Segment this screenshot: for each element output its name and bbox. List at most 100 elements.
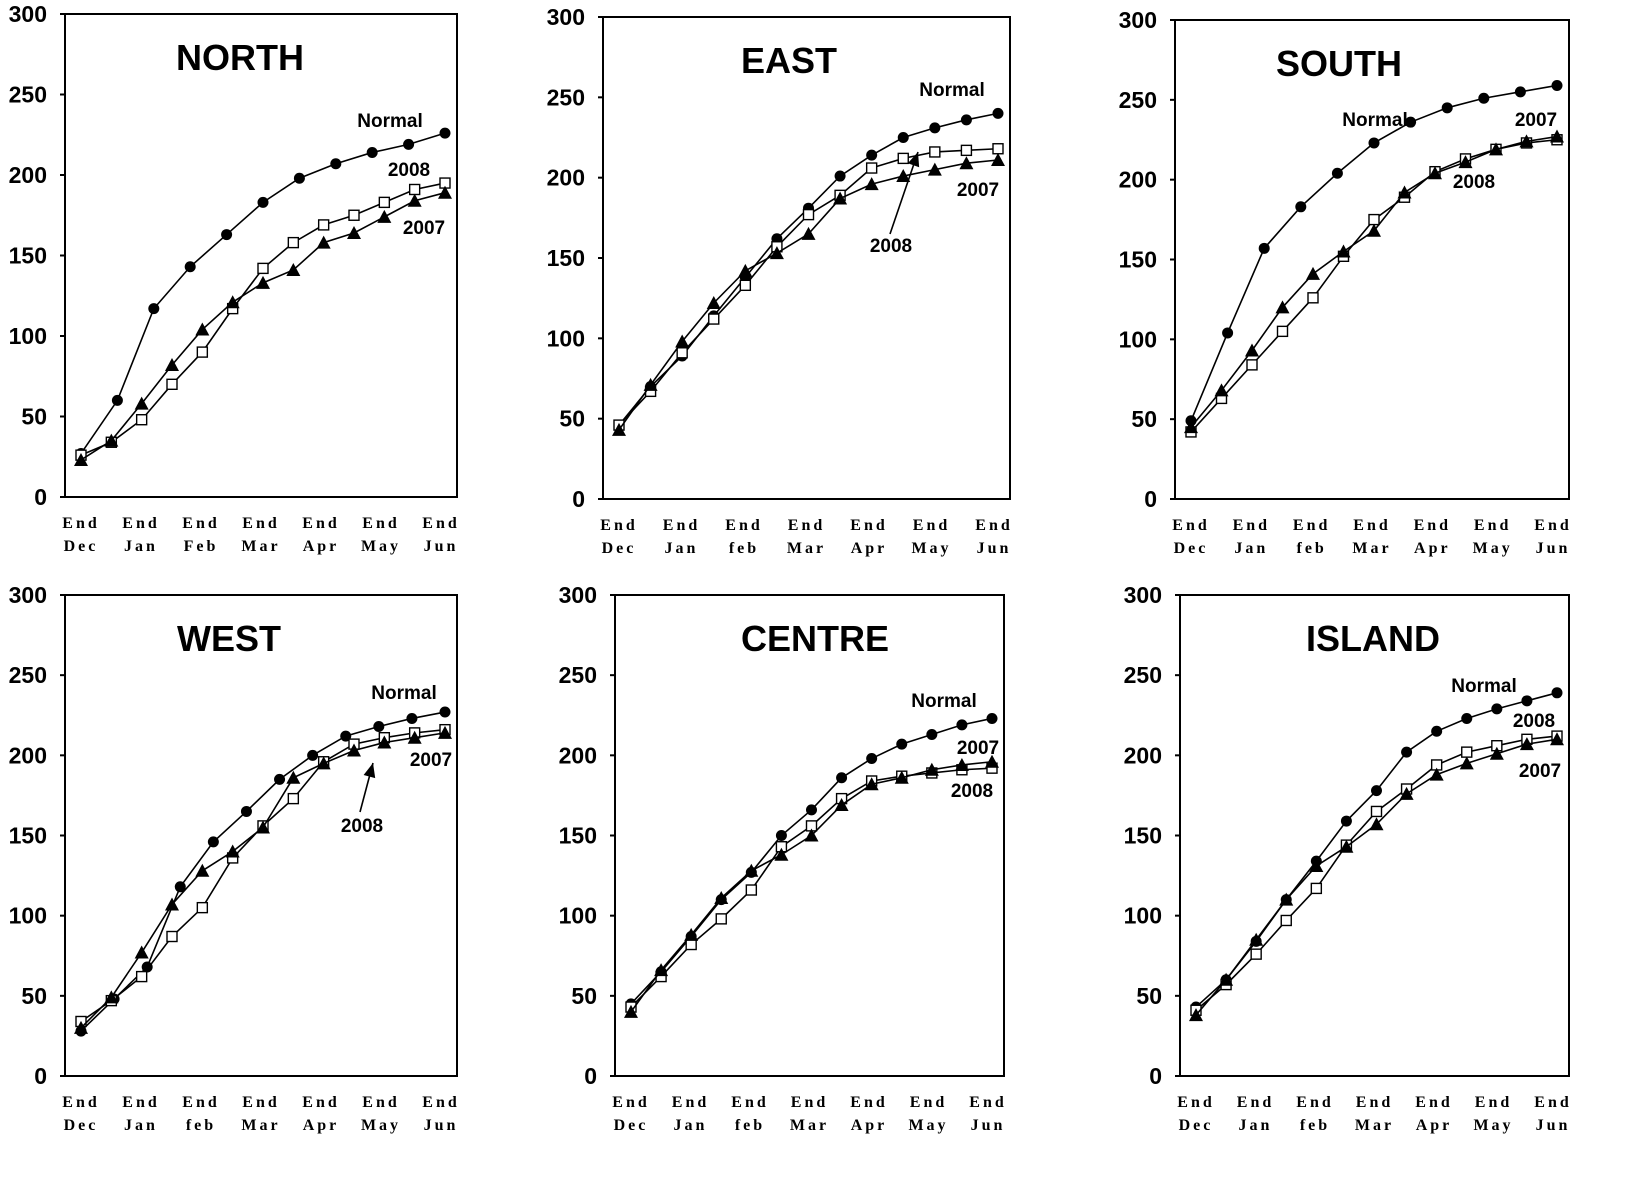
island-x-tick-label: Mar: [1355, 1117, 1394, 1134]
island-y-tick-label: 50: [1136, 983, 1162, 1009]
east-y-tick-label: 300: [547, 4, 585, 30]
north-series-normal-point: [366, 146, 378, 158]
north-series-2007-point: [225, 295, 240, 309]
south-series-2007-point: [1306, 266, 1320, 280]
north-series-normal-point: [330, 158, 342, 170]
west-y-tick-label: 0: [34, 1063, 47, 1089]
north-x-tick-label: End: [182, 515, 219, 532]
island-series-2007-point: [1369, 817, 1384, 831]
north-series-normal-point: [439, 127, 451, 139]
east-x-tick-label: Jun: [977, 540, 1012, 557]
east-x-tick-label: May: [911, 540, 951, 557]
east-annotation-arrow: [889, 151, 919, 235]
north-series-2007-point: [104, 433, 119, 447]
south-x-tick-label: End: [1353, 517, 1390, 534]
centre-series-normal-point: [956, 719, 968, 731]
south-x-tick-label: End: [1414, 517, 1451, 534]
island-series-2007-point: [1429, 767, 1444, 781]
centre-annotation-normal: Normal: [911, 691, 976, 712]
east-series-2008-point: [992, 143, 1004, 155]
east-series-2007-point: [959, 156, 974, 170]
east-series-2007-point: [801, 226, 816, 240]
centre-x-tick-label: Mar: [790, 1117, 829, 1134]
south-series-normal-point: [1478, 92, 1490, 104]
north-x-tick-label: Feb: [184, 538, 219, 555]
north-series-2008-point: [287, 236, 300, 249]
centre-annotation-2008: 2008: [951, 781, 993, 802]
east-series-normal-point: [866, 149, 878, 161]
west-series-2008-point: [135, 970, 148, 983]
north-series-normal-point: [221, 229, 233, 241]
east-series-normal-point: [960, 114, 972, 126]
island-series-normal-point: [1551, 687, 1563, 699]
south-series-2008-line: [1190, 138, 1558, 433]
north-series-2007-point: [195, 322, 210, 336]
east-chart: 0 50 100 150 200 250 300 End Dec End Jan End feb End M…: [547, 4, 1012, 557]
centre-series-2007-point: [714, 891, 729, 905]
east-series-2008-point: [676, 347, 688, 359]
north-series-2008-point: [348, 209, 360, 221]
centre-series-normal-point: [836, 772, 848, 784]
east-annotation-normal: Normal: [919, 80, 984, 101]
north-series-2008-point: [135, 414, 148, 426]
east-y-tick-label: 50: [559, 406, 585, 432]
west-series-2007-point: [286, 770, 301, 784]
south-x-tick-label: May: [1473, 540, 1513, 557]
east-series-2007-point: [769, 246, 784, 260]
island-series-2007-point: [1189, 1008, 1203, 1022]
island-series-2007: [1189, 732, 1564, 1022]
south-series-2007-point: [1245, 343, 1259, 357]
east-series-2007-point: [991, 152, 1005, 166]
east-annotation-2008: 2008: [870, 236, 912, 257]
north-series-2007-point: [407, 193, 422, 207]
north-series-normal-point: [403, 138, 415, 150]
island-y-tick-label: 300: [1124, 582, 1162, 608]
west-series-normal-point: [207, 836, 219, 848]
east-series-2008-point: [708, 313, 720, 325]
west-x-tick-label: Dec: [64, 1117, 99, 1134]
island-x-tick-label: Jan: [1239, 1117, 1273, 1134]
south-series-2007-point: [1519, 134, 1534, 148]
centre-series-2008: [625, 762, 998, 1013]
east-series-normal: [613, 107, 1004, 431]
west-series-normal-point: [240, 805, 252, 817]
west-x-tick-label: feb: [186, 1117, 216, 1134]
south-series-normal-point: [1441, 102, 1453, 114]
centre-x-tick-label: End: [672, 1094, 709, 1111]
north-x-tick-label: Jun: [424, 538, 459, 555]
north-series-normal-point: [293, 172, 305, 184]
island-series-2007-line: [1195, 738, 1558, 1016]
centre-series-2007-point: [894, 770, 909, 784]
island-annotation-2008: 2008: [1513, 711, 1555, 732]
east-x-tick-label: End: [975, 517, 1012, 534]
south-x-tick-label: End: [1172, 517, 1209, 534]
south-series-2007-point: [1428, 166, 1442, 180]
west-series-2007-point: [256, 820, 270, 834]
east-series-2007-point: [927, 162, 942, 176]
east-series-2007-point: [643, 377, 658, 391]
island-plot-frame: [1179, 594, 1570, 1077]
north-series-2007-point: [74, 452, 88, 466]
north-series-2008-point: [166, 378, 178, 390]
east-annotation-2007: 2007: [957, 180, 999, 201]
west-series-2008-point: [166, 930, 178, 943]
north-series-2008-line: [80, 182, 446, 456]
south-series-2008: [1185, 134, 1563, 438]
east-y-tick-label: 150: [547, 245, 585, 271]
west-series-2007-point: [347, 743, 361, 757]
south-series-normal-point: [1368, 137, 1380, 149]
west-series-2008-point: [287, 792, 300, 805]
east-x-tick-label: End: [913, 517, 950, 534]
centre-x-tick-label: End: [791, 1094, 828, 1111]
north-series-2007-point: [256, 275, 270, 289]
north-series-2007: [74, 185, 452, 466]
centre-series-normal-point: [866, 753, 878, 765]
north-y-tick-label: 300: [9, 1, 47, 27]
south-x-tick-label: End: [1474, 517, 1511, 534]
south-y-tick-label: 250: [1119, 87, 1157, 113]
island-x-tick-label: End: [1356, 1094, 1393, 1111]
south-x-tick-label: Jan: [1234, 540, 1268, 557]
centre-x-tick-label: May: [908, 1117, 948, 1134]
south-x-tick-label: End: [1293, 517, 1330, 534]
